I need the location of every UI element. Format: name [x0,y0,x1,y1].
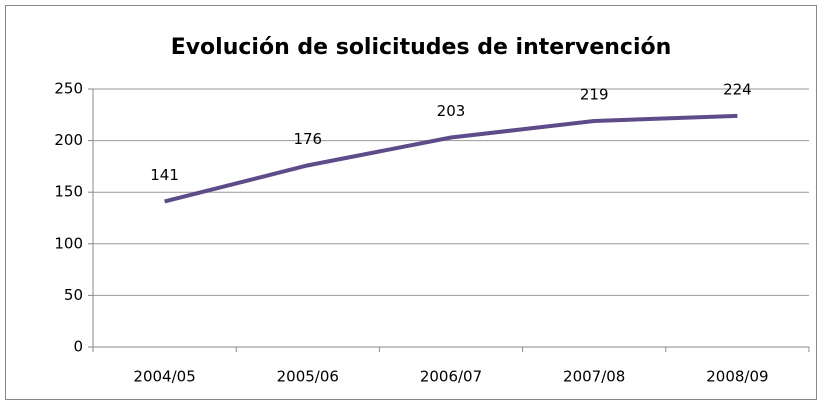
x-tick-label: 2007/08 [563,368,625,386]
y-tick-label: 150 [54,183,83,201]
x-tick-label: 2006/07 [420,368,482,386]
chart-title: Evolución de solicitudes de intervención [171,35,672,60]
data-label: 176 [293,130,322,148]
y-tick-label: 250 [54,80,83,98]
y-tick-label: 0 [73,338,83,356]
data-label: 203 [437,102,466,120]
chart-border [5,5,817,400]
data-label: 224 [723,80,752,98]
line [164,113,738,204]
y-tick-label: 100 [54,234,83,252]
x-tick-label: 2005/06 [277,368,339,386]
y-tick-label: 50 [64,286,83,304]
data-label: 141 [150,166,179,184]
y-tick-label: 200 [54,131,83,149]
x-tick-label: 2008/09 [706,368,768,386]
data-label: 219 [580,85,609,103]
x-tick-label: 2004/05 [133,368,195,386]
